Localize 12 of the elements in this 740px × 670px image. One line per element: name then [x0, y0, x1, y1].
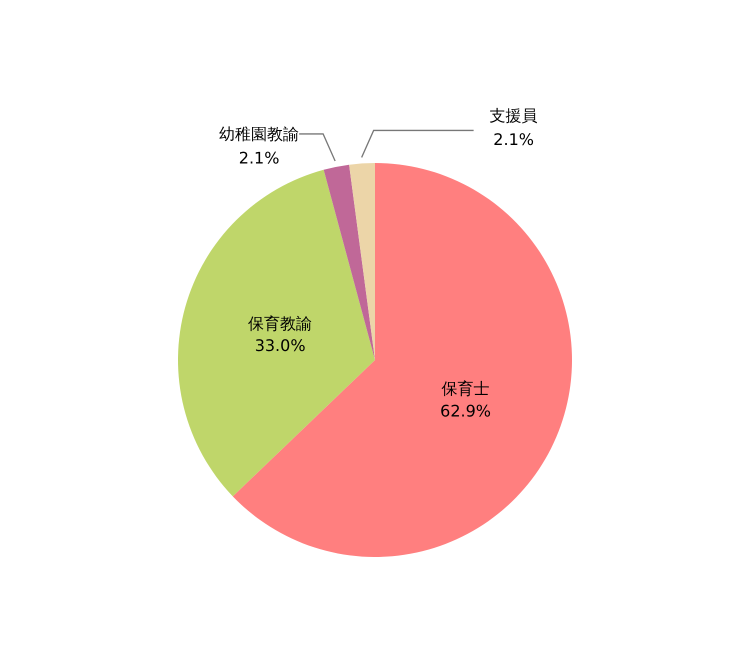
pie-slice: [349, 163, 375, 360]
pie-slice: [178, 170, 375, 496]
data-label: 33.0%: [254, 336, 306, 356]
slice-label: 幼稚園教諭: [219, 124, 300, 144]
pie-slice: [324, 164, 375, 360]
slice-label: 保育士: [442, 378, 490, 398]
pie-slice: [232, 163, 572, 557]
data-label: 62.9%: [440, 401, 492, 420]
slice-label: 支援員: [490, 106, 538, 125]
slice-label: 保育教諭: [248, 314, 312, 333]
data-label: 2.1%: [238, 148, 280, 168]
data-label: 2.1%: [493, 130, 534, 149]
